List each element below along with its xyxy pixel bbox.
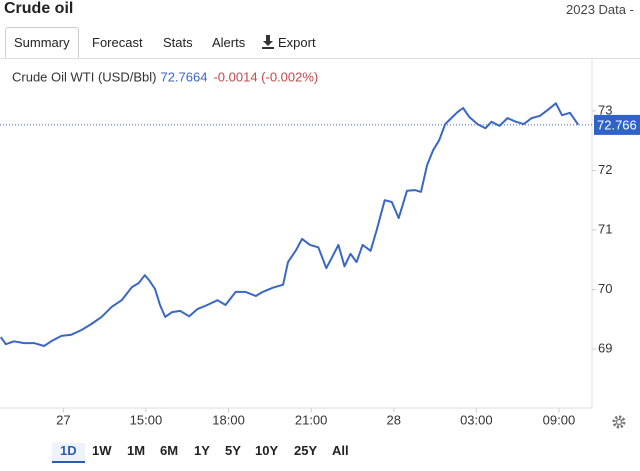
x-tick-label: 27 <box>56 412 70 427</box>
x-tick-label: 18:00 <box>212 412 245 427</box>
tab[interactable]: Alerts <box>212 35 246 50</box>
tab[interactable]: Forecast <box>92 35 143 50</box>
range-button[interactable]: 5Y <box>225 443 241 458</box>
x-tick-label: 28 <box>387 412 401 427</box>
last-price-label: 72.766 <box>597 117 637 132</box>
range-button[interactable]: 25Y <box>294 443 318 458</box>
range-button[interactable]: 1D <box>52 443 85 463</box>
range-button[interactable]: 1W <box>92 443 112 458</box>
x-tick-label: 09:00 <box>543 412 576 427</box>
price-line <box>0 102 580 347</box>
settings-icon[interactable] <box>612 415 626 429</box>
range-button[interactable]: 10Y <box>255 443 279 458</box>
series-name: Crude Oil WTI (USD/Bbl) <box>12 69 156 84</box>
tab-bar: Summary Forecast Stats Alerts Export <box>0 27 640 59</box>
range-button[interactable]: 6M <box>160 443 179 458</box>
tab[interactable]: Summary <box>5 27 79 58</box>
y-tick-label: 73 <box>598 102 612 117</box>
download-icon <box>262 35 274 49</box>
x-tick-label: 21:00 <box>295 412 328 427</box>
range-button[interactable]: 1M <box>127 443 146 458</box>
y-tick-label: 72 <box>598 162 612 177</box>
y-tick-label: 70 <box>598 281 612 296</box>
last-price-badge <box>594 114 640 135</box>
page-title: Crude oil <box>4 0 74 17</box>
quote-change: -0.0014 (-0.002%) <box>213 69 318 84</box>
quote-price: 72.7664 <box>160 69 207 84</box>
range-button[interactable]: All <box>332 443 349 458</box>
x-tick-label: 15:00 <box>130 412 163 427</box>
y-tick-label: 71 <box>598 221 612 236</box>
tab[interactable]: Stats <box>163 35 193 50</box>
y-tick-label: 69 <box>598 340 612 355</box>
data-note: 2023 Data - <box>566 2 634 17</box>
tab[interactable]: Export <box>278 35 316 50</box>
x-tick-label: 03:00 <box>460 412 493 427</box>
range-button[interactable]: 1Y <box>194 443 210 458</box>
